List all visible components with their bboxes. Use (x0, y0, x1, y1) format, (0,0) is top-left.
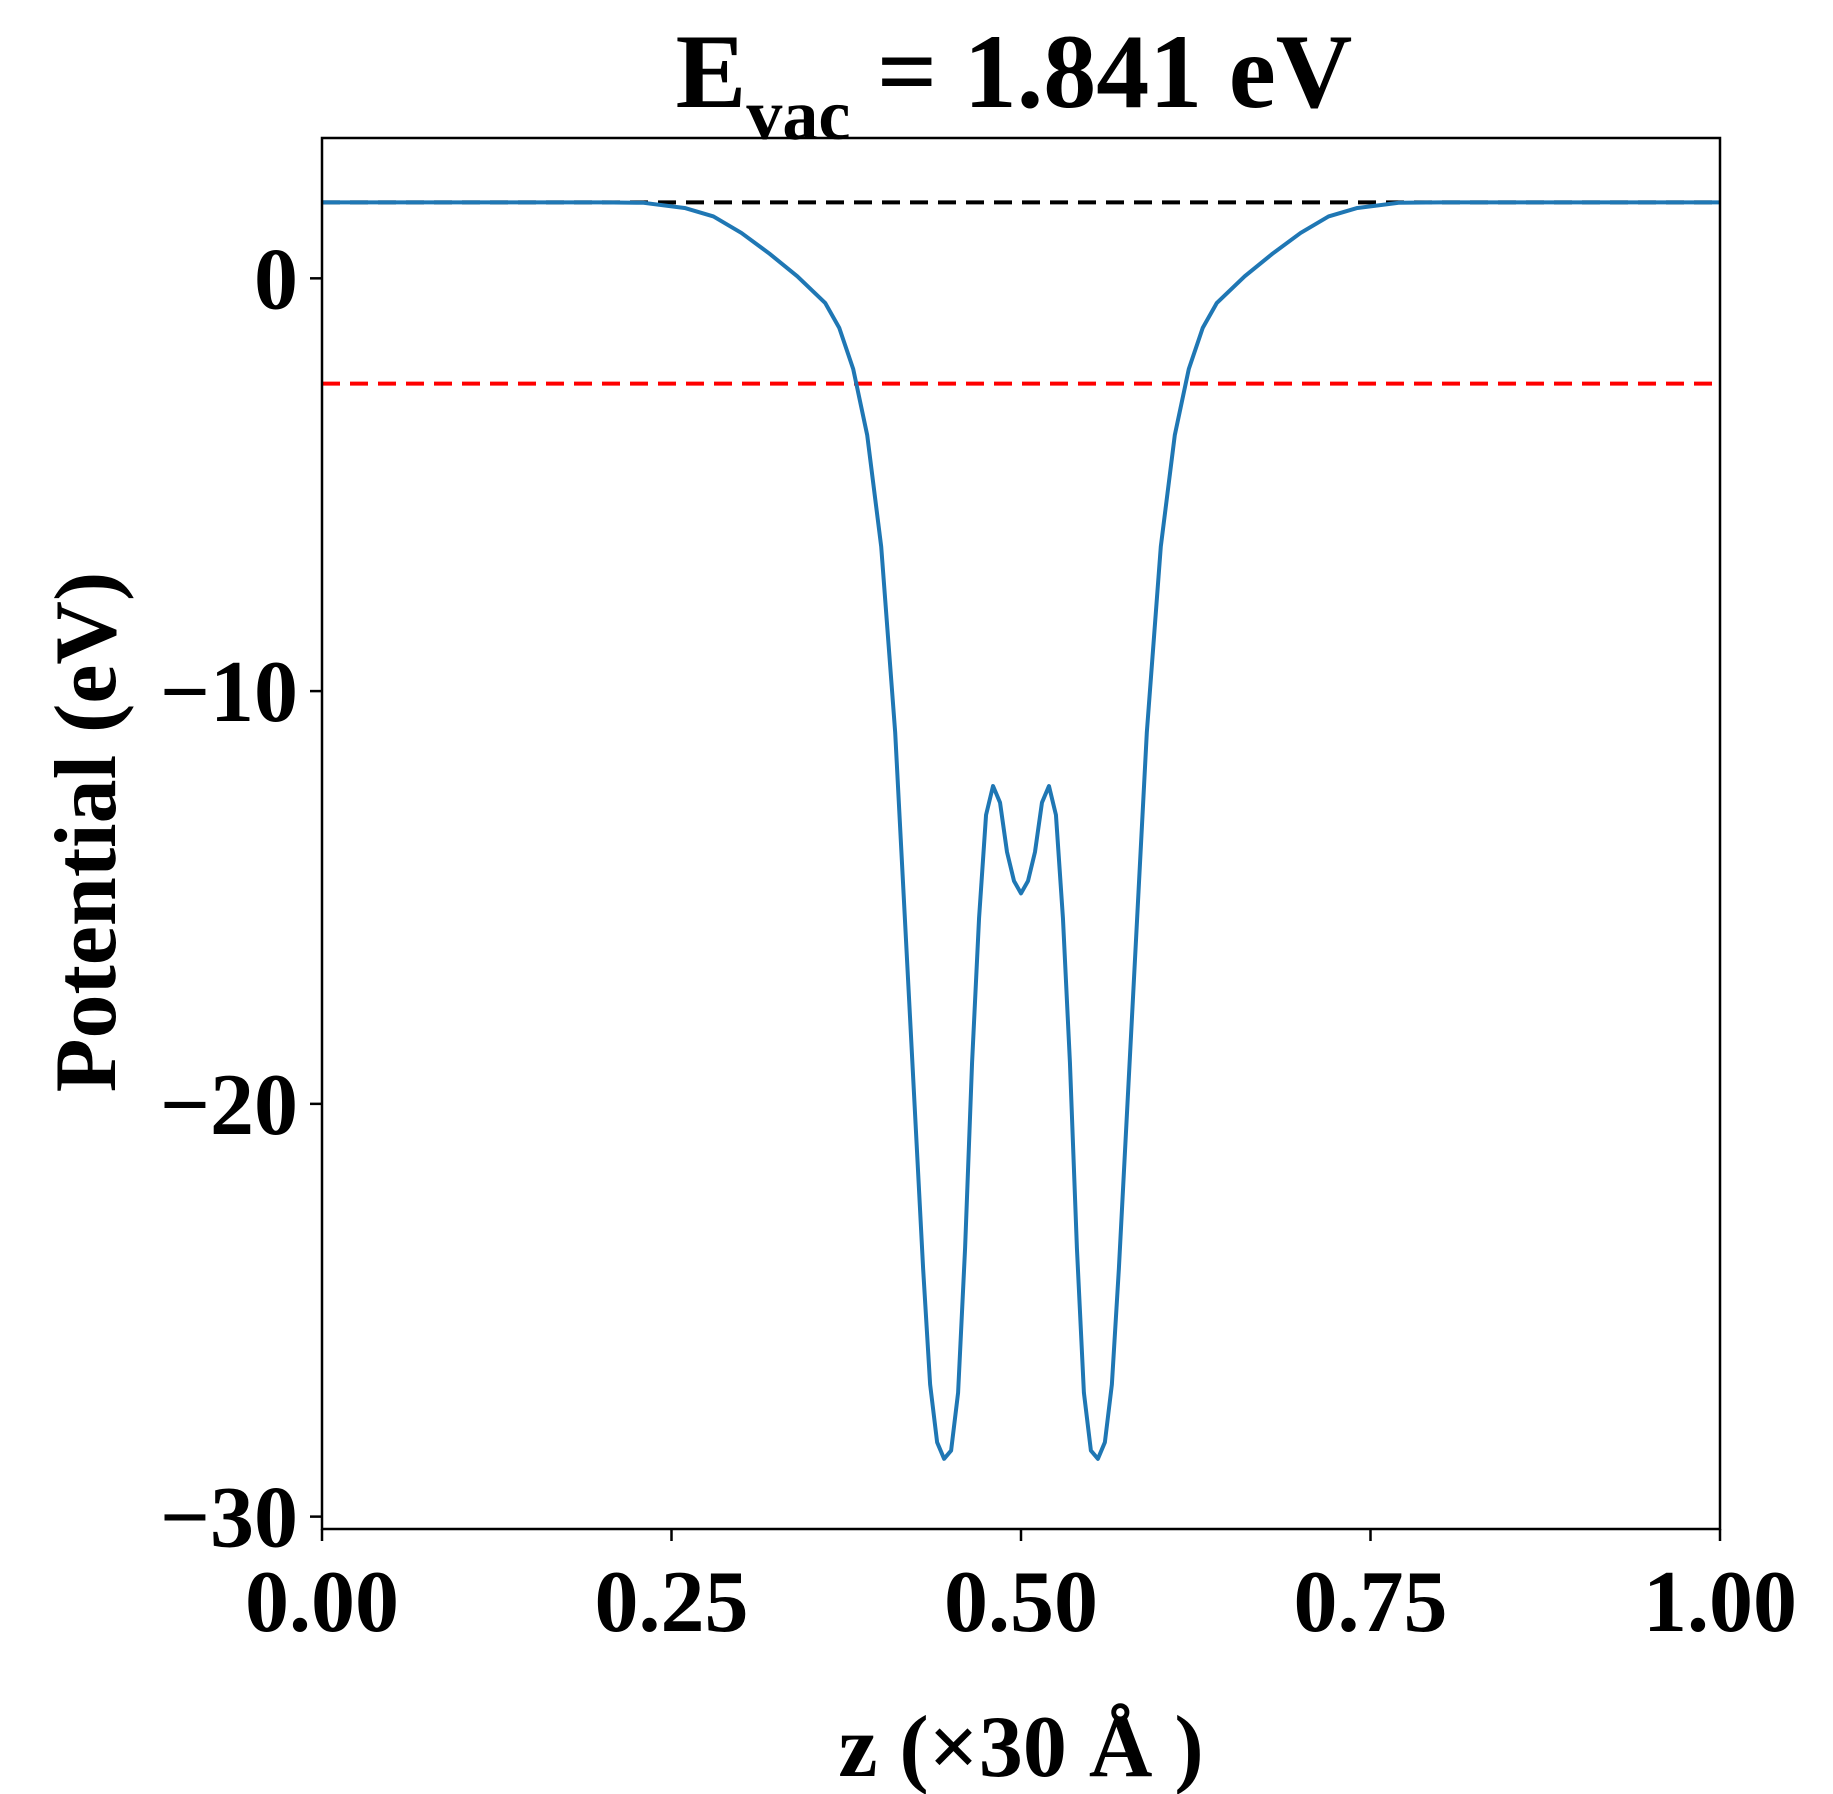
x-tick-label: 1.00 (1643, 1554, 1797, 1651)
y-tick-label: −20 (160, 1057, 298, 1154)
x-tick-label: 0.75 (1294, 1554, 1448, 1651)
y-tick-label: −10 (160, 644, 298, 741)
y-axis-ticks: 0 −10 −20 −30 (160, 231, 322, 1567)
y-tick-label: 0 (254, 231, 298, 328)
series-group (322, 200, 1720, 1461)
chart-title-prefix: E (676, 13, 747, 130)
chart-title-suffix: = 1.841 eV (850, 13, 1352, 130)
chart-title-subscript: vac (746, 75, 850, 155)
x-tick-label: 0.25 (595, 1554, 749, 1651)
series-line-0 (322, 200, 1720, 1461)
reference-lines (322, 200, 1720, 386)
chart-title: Evac = 1.841 eV (676, 13, 1353, 155)
x-axis-label: z (×30 Å ) (838, 1699, 1203, 1794)
y-tick-label: −30 (160, 1470, 298, 1567)
plot-frame (320, 136, 1722, 1531)
x-axis-ticks: 0.00 0.25 0.50 0.75 1.00 (245, 1529, 1797, 1651)
y-axis-label: Potential (eV) (38, 572, 135, 1092)
x-tick-label: 0.50 (944, 1554, 1098, 1651)
x-tick-label: 0.00 (245, 1554, 399, 1651)
